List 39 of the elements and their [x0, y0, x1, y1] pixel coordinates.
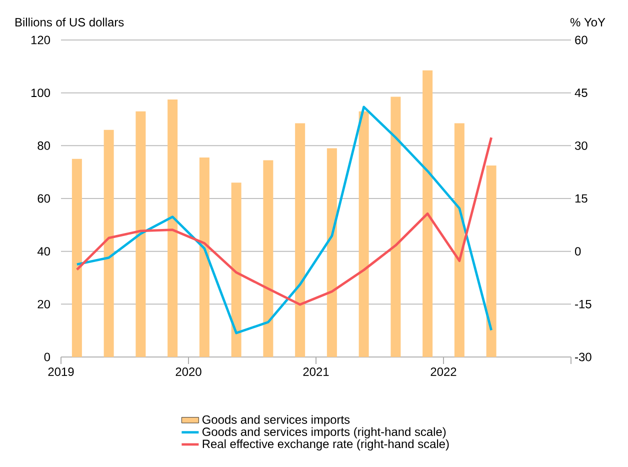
y-tick-label: 40 — [37, 247, 50, 256]
y2-tick-label: 60 — [575, 36, 588, 44]
legend-label: Goods and services imports — [202, 415, 350, 426]
bar — [104, 130, 114, 357]
bar — [358, 111, 369, 357]
bar — [390, 96, 401, 357]
y2-axis-title: % YoY — [570, 18, 606, 26]
y2-tick-label: -30 — [575, 352, 592, 362]
y-tick-label: 80 — [38, 141, 50, 150]
bar — [486, 165, 496, 357]
y-tick-label: 100 — [31, 88, 50, 98]
bar — [263, 160, 274, 357]
bar — [326, 148, 337, 357]
y2-tick-label: 45 — [574, 88, 588, 98]
bar — [295, 123, 306, 357]
y2-tick-label: -15 — [575, 300, 592, 308]
bar — [454, 123, 464, 357]
x-tick-label: 2022 — [430, 368, 456, 376]
y2-tick-label: 15 — [575, 194, 588, 203]
x-tick-label: 2019 — [48, 368, 74, 376]
bar — [168, 99, 178, 357]
y2-tick-label: 30 — [574, 141, 588, 150]
bar — [422, 70, 433, 357]
legend-label: Goods and services imports (right-hand scale) — [202, 427, 446, 438]
y-tick-label: 60 — [38, 194, 50, 203]
y-tick-label: 20 — [38, 300, 50, 308]
y-axis-title: Billions of US dollars — [16, 18, 124, 26]
x-tick-label: 2021 — [303, 368, 329, 376]
legend-label: Real effective exchange rate (right-hand scale) — [202, 439, 449, 451]
bar — [231, 182, 242, 357]
y-tick-label: 0 — [44, 352, 50, 362]
x-tick-label: 2020 — [176, 368, 202, 376]
y2-tick-label: 0 — [574, 247, 581, 256]
line-series — [76, 136, 493, 306]
y-tick-label: 120 — [31, 36, 50, 44]
bar — [72, 158, 82, 357]
bar — [199, 158, 210, 357]
bar — [136, 111, 146, 357]
line-series — [76, 106, 493, 334]
